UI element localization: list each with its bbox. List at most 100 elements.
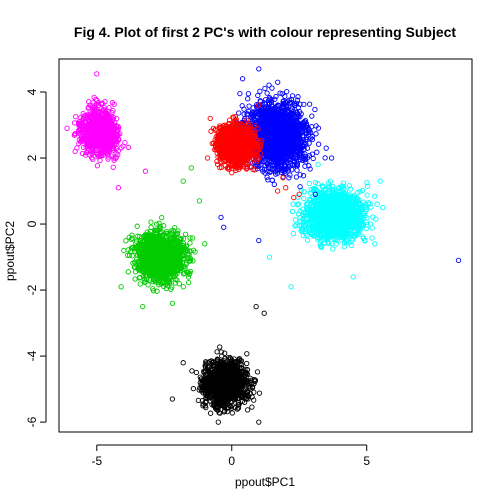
point [188,165,194,171]
point [175,228,181,234]
point [105,154,111,160]
point [155,246,161,252]
point [91,115,98,121]
point [249,404,255,410]
point [72,130,79,137]
point [126,234,132,241]
point [163,278,169,284]
point [113,123,120,130]
point [215,419,221,425]
point [170,227,176,234]
point [73,113,79,120]
point [180,236,187,242]
point [244,360,250,367]
y-axis-label: ppout$PC2 [3,221,17,281]
point [187,235,193,241]
point [256,419,262,425]
point [214,349,220,355]
point [102,109,108,115]
point [161,223,167,229]
point [301,195,307,202]
point [192,249,198,255]
point [330,246,336,252]
point [87,122,93,129]
point [106,105,112,111]
point [150,286,156,292]
point [137,250,144,256]
point [132,259,138,265]
point [180,253,186,259]
point [160,241,166,248]
point [86,134,92,141]
point [177,257,183,263]
point [178,235,184,242]
point [304,237,311,243]
point [135,266,141,272]
point [292,217,299,223]
point [364,192,370,198]
point [97,142,103,148]
point [180,360,186,366]
point [136,243,142,250]
point [137,274,143,281]
point [289,208,296,215]
point [83,134,89,140]
point [89,155,95,161]
point [369,235,375,241]
point [165,232,171,238]
point [167,251,173,257]
point [77,139,84,145]
point [99,100,105,107]
point [187,248,193,255]
point [140,303,146,310]
point [143,232,149,238]
point [105,149,112,155]
point [177,246,183,252]
point [125,144,132,151]
point [110,135,117,141]
point [374,201,380,207]
point [202,241,208,247]
point [174,231,181,237]
point [254,369,261,375]
point [187,240,193,246]
point [82,132,89,138]
point [132,276,138,282]
point [99,115,106,121]
point [113,145,120,152]
point [157,226,163,232]
point [96,109,102,115]
point [118,284,124,290]
point [182,231,189,237]
point [111,135,118,142]
point [104,132,110,138]
point [185,279,192,286]
point [118,145,124,151]
point [105,115,111,121]
point [108,124,114,131]
point [126,252,133,258]
point [72,131,78,137]
point [145,240,151,247]
point [137,281,143,287]
point [64,125,70,131]
point [98,139,105,145]
point [180,178,186,184]
point [154,288,160,294]
point [102,124,108,130]
point [134,223,140,229]
point [135,233,141,239]
point [104,114,110,120]
point [88,133,94,140]
point [129,235,135,241]
point [172,224,178,231]
point [117,131,123,137]
series-4 [266,161,386,290]
point [72,148,78,155]
point [92,121,98,127]
point [105,141,111,147]
point [142,168,149,174]
point [98,130,105,136]
point [290,201,296,207]
point [110,164,116,170]
